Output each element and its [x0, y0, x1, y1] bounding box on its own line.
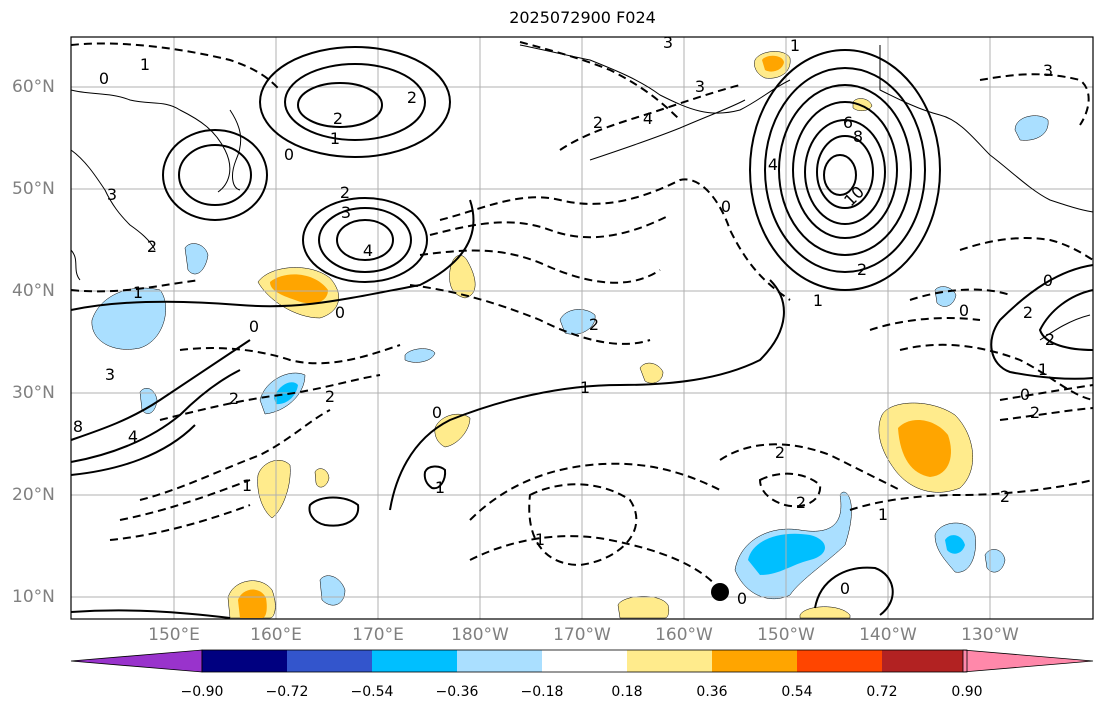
- lon-label: 130°W: [961, 625, 1019, 645]
- shade-positive-region: [639, 362, 664, 384]
- lat-label: 10°N: [12, 587, 55, 607]
- shade-negative-region: [1014, 115, 1049, 141]
- colorbar-segment: [712, 650, 797, 672]
- contour-1: [749, 49, 941, 291]
- contour-closed-inner: [178, 144, 252, 206]
- contour-4-south: [336, 219, 394, 261]
- lat-label: 20°N: [12, 485, 55, 505]
- contour-2-south: [302, 197, 428, 283]
- lat-label: 50°N: [12, 179, 55, 199]
- colorbar: [70, 649, 1094, 673]
- contour-6: [804, 119, 886, 225]
- colorbar-tick-label: 0.72: [866, 684, 898, 700]
- shade-negative-region: [139, 388, 158, 414]
- contour-3: [778, 84, 912, 256]
- colorbar-segment: [202, 650, 287, 672]
- contour-closed-north-core: [297, 82, 383, 128]
- shade-negative-region: [934, 286, 957, 307]
- position-marker: [711, 583, 729, 601]
- shade-positive-region: [449, 255, 476, 299]
- colorbar-tick-label: −0.18: [520, 684, 564, 700]
- colorbar-segment: [542, 650, 627, 672]
- colorbar-tick-label: 0.18: [611, 684, 643, 700]
- contour-4: [792, 101, 898, 239]
- contour-closed-north: [259, 46, 451, 158]
- colorbar-segment: [797, 650, 882, 672]
- lon-label: 170°W: [553, 625, 611, 645]
- colorbar-segment: [372, 650, 457, 672]
- map-frame: [70, 36, 1094, 620]
- colorbar-tick-label: −0.54: [350, 684, 394, 700]
- colorbar-tick-label: −0.36: [435, 684, 479, 700]
- shading-layer: [91, 51, 1049, 619]
- shade-negative-region: [91, 287, 166, 350]
- colorbar-frame: [201, 649, 968, 673]
- colorbar-segment: [287, 650, 372, 672]
- shade-negative-region: [404, 348, 436, 363]
- shade-positive-region-strong: [238, 589, 267, 618]
- lon-label: 160°W: [655, 625, 713, 645]
- lat-label: 60°N: [12, 77, 55, 97]
- chart-title: 2025072900 F024: [509, 8, 656, 27]
- contour-closed: [162, 129, 268, 221]
- lon-label: 140°W: [859, 625, 917, 645]
- shade-positive-region-strong: [762, 55, 784, 72]
- lon-label: 150°E: [148, 625, 200, 645]
- shade-negative-region: [184, 243, 209, 275]
- colorbar-segment: [882, 650, 967, 672]
- shade-positive-region: [314, 468, 330, 488]
- contour-closed-north-inner: [284, 63, 426, 141]
- colorbar-tick-label: −0.90: [180, 684, 224, 700]
- shade-positive-region: [617, 596, 670, 619]
- colorbar-segment: [457, 650, 542, 672]
- gridlines: [71, 37, 1093, 619]
- contour-10: [823, 154, 857, 196]
- colorbar-tick-label: 0.36: [696, 684, 728, 700]
- colorbar-tick-label: 0.54: [781, 684, 813, 700]
- contour-2: [764, 67, 926, 273]
- shade-positive-region-strong: [898, 419, 951, 477]
- shade-positive-region: [799, 606, 851, 619]
- colorbar-extend-max: [962, 649, 1094, 673]
- colorbar-extend-min: [70, 649, 203, 673]
- lon-label: 170°E: [352, 625, 404, 645]
- contour-3-south: [318, 207, 412, 273]
- negative-contours: [70, 41, 1094, 591]
- shade-negative-region: [984, 549, 1006, 573]
- positive-contours: [70, 46, 1094, 619]
- lat-label: 30°N: [12, 383, 55, 403]
- lon-label: 150°W: [757, 625, 815, 645]
- contour-8: [816, 135, 874, 209]
- shade-negative-region-strong: [945, 535, 965, 554]
- coastlines: [70, 44, 1094, 341]
- shade-positive-region-strong: [270, 274, 328, 304]
- colorbar-segment: [627, 650, 712, 672]
- colorbar-tick-label: 0.90: [951, 684, 983, 700]
- lat-label: 40°N: [12, 281, 55, 301]
- shade-positive-region: [257, 460, 291, 519]
- lon-label: 180°W: [451, 625, 509, 645]
- lon-label: 160°E: [250, 625, 302, 645]
- shade-negative-region: [319, 575, 346, 606]
- colorbar-tick-label: −0.72: [265, 684, 309, 700]
